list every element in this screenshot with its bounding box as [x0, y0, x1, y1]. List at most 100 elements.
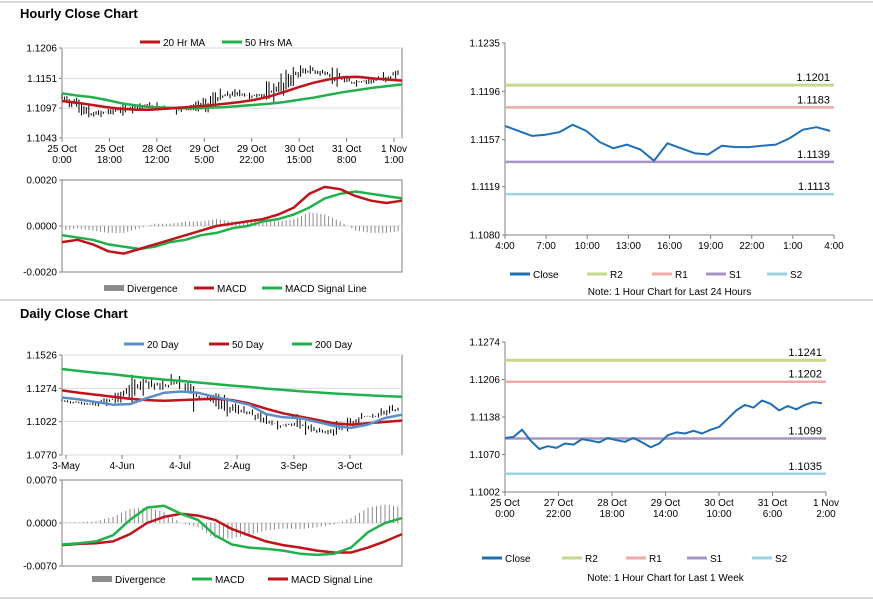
- x-tick-label: 10:00: [575, 241, 600, 252]
- y-tick-label: 0.0070: [26, 476, 57, 487]
- level-s2-label: 1.1035: [788, 461, 822, 473]
- y-tick-label: 1.1138: [470, 413, 500, 424]
- x-tick-label: 4-Jun: [109, 461, 134, 472]
- x-tick-label: 28 Oct 18:00: [597, 498, 627, 520]
- legend-ma20: 20 Hr MA: [163, 38, 206, 49]
- x-tick-label: 2-Aug: [224, 461, 251, 472]
- y-tick-label: 1.1022: [26, 417, 57, 428]
- x-tick-label: 31 Oct 6:00: [758, 498, 788, 520]
- level-r2-label: 1.1201: [796, 72, 830, 84]
- x-tick-label: 1 Nov 1:00: [381, 144, 407, 166]
- close-line: [504, 123, 831, 162]
- y-tick-label: 1.1097: [26, 104, 57, 115]
- level-s1-label: 1.1139: [797, 149, 830, 161]
- ma20-day-line: [61, 390, 403, 430]
- legend-close: Close: [533, 270, 559, 281]
- x-tick-label: 22:00: [739, 241, 764, 252]
- y-tick-label: 1.1119: [471, 182, 501, 193]
- x-tick-label: 7:00: [536, 241, 556, 252]
- legend-r1: R1: [675, 270, 688, 281]
- legend-r2: R2: [610, 270, 623, 281]
- x-tick-label: 16:00: [657, 241, 682, 252]
- y-tick-label: 1.1002: [469, 488, 500, 499]
- level-s1-label: 1.1099: [788, 426, 822, 438]
- legend-close: Close: [505, 554, 531, 565]
- macd-signal-line: [61, 190, 403, 251]
- x-tick-label: 29 Oct 5:00: [190, 144, 220, 166]
- y-tick-label: 1.1274: [26, 384, 57, 395]
- x-tick-label: 1 Nov 2:00: [813, 498, 839, 520]
- legend-s2: S2: [775, 554, 788, 565]
- y-tick-label: 1.1196: [470, 87, 500, 98]
- daily-section-title: Daily Close Chart: [20, 306, 128, 321]
- x-tick-label: 25 Oct 0:00: [490, 498, 520, 520]
- legend-s1: S1: [729, 270, 742, 281]
- legend-200day: 200 Day: [315, 340, 352, 351]
- macd-line: [61, 185, 403, 255]
- legend-divergence-swatch: [92, 576, 112, 582]
- y-tick-label: 1.1274: [469, 338, 500, 349]
- y-tick-label: -0.0020: [23, 268, 57, 279]
- x-tick-label: 4:00: [824, 241, 844, 252]
- x-tick-label: 3-Oct: [338, 461, 363, 472]
- level-r1-label: 1.1202: [788, 369, 822, 381]
- y-tick-label: 1.0770: [26, 451, 57, 462]
- y-tick-label: 1.1526: [26, 351, 57, 362]
- hourly-divergence-bars: [61, 212, 403, 233]
- x-tick-label: 19:00: [698, 241, 723, 252]
- close-line: [504, 399, 823, 450]
- y-tick-label: 1.1080: [469, 231, 500, 242]
- y-tick-label: 0.0000: [26, 222, 57, 233]
- legend-macd-signal: MACD Signal Line: [285, 284, 367, 295]
- legend-20day: 20 Day: [147, 340, 179, 351]
- x-tick-label: 31 Oct 8:00: [332, 144, 362, 166]
- y-tick-label: 1.1157: [470, 135, 500, 146]
- chart-note: Note: 1 Hour Chart for Last 1 Week: [587, 573, 745, 584]
- x-tick-label: 3-May: [52, 461, 80, 472]
- x-tick-label: 3-Sep: [281, 461, 308, 472]
- legend-divergence: Divergence: [115, 575, 166, 586]
- y-tick-label: 1.1235: [469, 39, 500, 50]
- x-tick-label: 4-Jul: [169, 461, 191, 472]
- x-tick-label: 4:00: [495, 241, 515, 252]
- ma20-line: [61, 75, 403, 112]
- x-tick-label: 13:00: [616, 241, 641, 252]
- daily-macd-line: [61, 504, 403, 557]
- y-tick-label: 1.1206: [26, 44, 57, 55]
- y-tick-label: 1.1043: [26, 134, 57, 145]
- x-tick-label: 30 Oct 15:00: [284, 144, 314, 166]
- x-tick-label: 27 Oct 22:00: [544, 498, 574, 520]
- level-r1-label: 1.1183: [797, 94, 830, 106]
- legend-ma50: 50 Hrs MA: [245, 38, 293, 49]
- level-r2-label: 1.1241: [788, 347, 822, 359]
- y-tick-label: 0.0000: [26, 519, 57, 530]
- legend-divergence-swatch: [104, 285, 124, 291]
- hourly-section-title: Hourly Close Chart: [20, 6, 138, 21]
- x-tick-label: 30 Oct 10:00: [704, 498, 734, 520]
- y-tick-label: 1.1151: [27, 74, 57, 85]
- legend-macd: MACD: [217, 284, 246, 295]
- x-tick-label: 25 Oct 0:00: [47, 144, 77, 166]
- daily-divergence-bars: [61, 504, 403, 539]
- x-tick-label: 28 Oct 12:00: [142, 144, 172, 166]
- ma200-line: [61, 367, 403, 399]
- x-tick-label: 29 Oct 14:00: [651, 498, 681, 520]
- x-tick-label: 25 Oct 18:00: [95, 144, 125, 166]
- y-tick-label: 1.1206: [469, 375, 500, 386]
- x-tick-label: 29 Oct 22:00: [237, 144, 267, 166]
- legend-s1: S1: [710, 554, 723, 565]
- chart-note: Note: 1 Hour Chart for Last 24 Hours: [588, 287, 751, 298]
- legend-macd-signal: MACD Signal Line: [291, 575, 373, 586]
- level-s2-label: 1.1113: [798, 181, 830, 193]
- legend-50day: 50 Day: [232, 340, 264, 351]
- ma50-line: [61, 83, 403, 110]
- legend-r2: R2: [585, 554, 598, 565]
- legend-s2: S2: [790, 270, 803, 281]
- y-tick-label: 1.1070: [469, 450, 500, 461]
- legend-r1: R1: [649, 554, 662, 565]
- y-tick-label: -0.0070: [23, 562, 57, 573]
- x-tick-label: 1:00: [783, 241, 803, 252]
- daily-macd-signal-line: [61, 512, 403, 554]
